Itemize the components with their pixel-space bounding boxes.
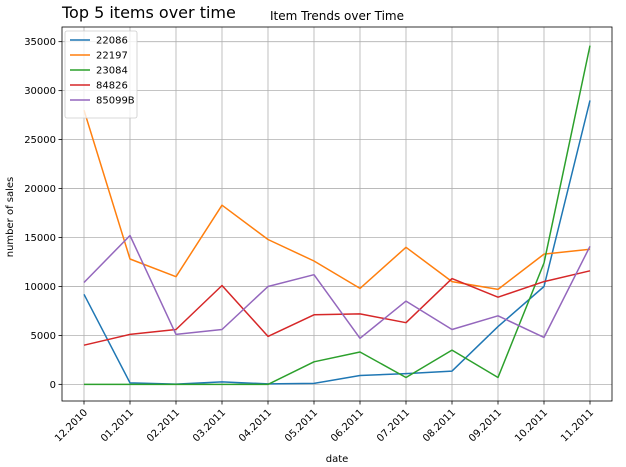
figure-suptitle: Top 5 items over time	[61, 3, 236, 22]
x-tick-label: 05.2011	[283, 407, 320, 444]
x-tick-label: 02.2011	[145, 407, 182, 444]
y-axis-label: number of sales	[5, 177, 16, 258]
legend-label: 84826	[96, 81, 128, 92]
x-tick-label: 03.2011	[191, 407, 228, 444]
y-tick-label: 35000	[24, 37, 56, 48]
y-axis-ticks: 0 5000 10000 15000 20000 25000 30000 35000	[24, 37, 62, 391]
legend: 22086 22197 23084 84826 85099B	[64, 30, 138, 119]
chart-title: Item Trends over Time	[270, 9, 404, 23]
x-tick-label: 07.2011	[375, 407, 412, 444]
x-tick-label: 10.2011	[513, 407, 550, 444]
x-tick-label: 06.2011	[329, 407, 366, 444]
series-layer	[83, 45, 591, 386]
y-tick-label: 5000	[31, 331, 56, 342]
y-tick-label: 10000	[24, 282, 56, 293]
series-line-22086	[83, 100, 591, 385]
y-tick-label: 25000	[24, 135, 56, 146]
legend-label: 23084	[96, 66, 128, 77]
x-tick-label: 08.2011	[421, 407, 458, 444]
x-axis-ticks: 12.2010 01.2011 02.2011 03.2011 04.2011 05.20…	[53, 401, 596, 444]
legend-label: 22197	[96, 51, 128, 62]
series-line-84826	[83, 270, 591, 346]
x-tick-label: 01.2011	[99, 407, 136, 444]
plot-frame	[61, 26, 613, 402]
x-axis-label: date	[326, 454, 349, 465]
x-tick-label: 11.2011	[559, 407, 596, 444]
series-line-85099B	[83, 234, 591, 340]
y-tick-label: 30000	[24, 86, 56, 97]
y-tick-label: 0	[50, 380, 56, 391]
grid	[62, 27, 612, 401]
y-tick-label: 15000	[24, 233, 56, 244]
legend-label: 85099B	[96, 96, 135, 107]
x-tick-label: 12.2010	[53, 407, 90, 444]
x-tick-label: 09.2011	[467, 407, 504, 444]
legend-box	[64, 30, 138, 119]
x-tick-label: 04.2011	[237, 407, 274, 444]
series-line-23084	[84, 45, 591, 386]
series-line-22197	[83, 109, 591, 291]
legend-label: 22086	[96, 36, 128, 47]
y-tick-label: 20000	[24, 184, 56, 195]
